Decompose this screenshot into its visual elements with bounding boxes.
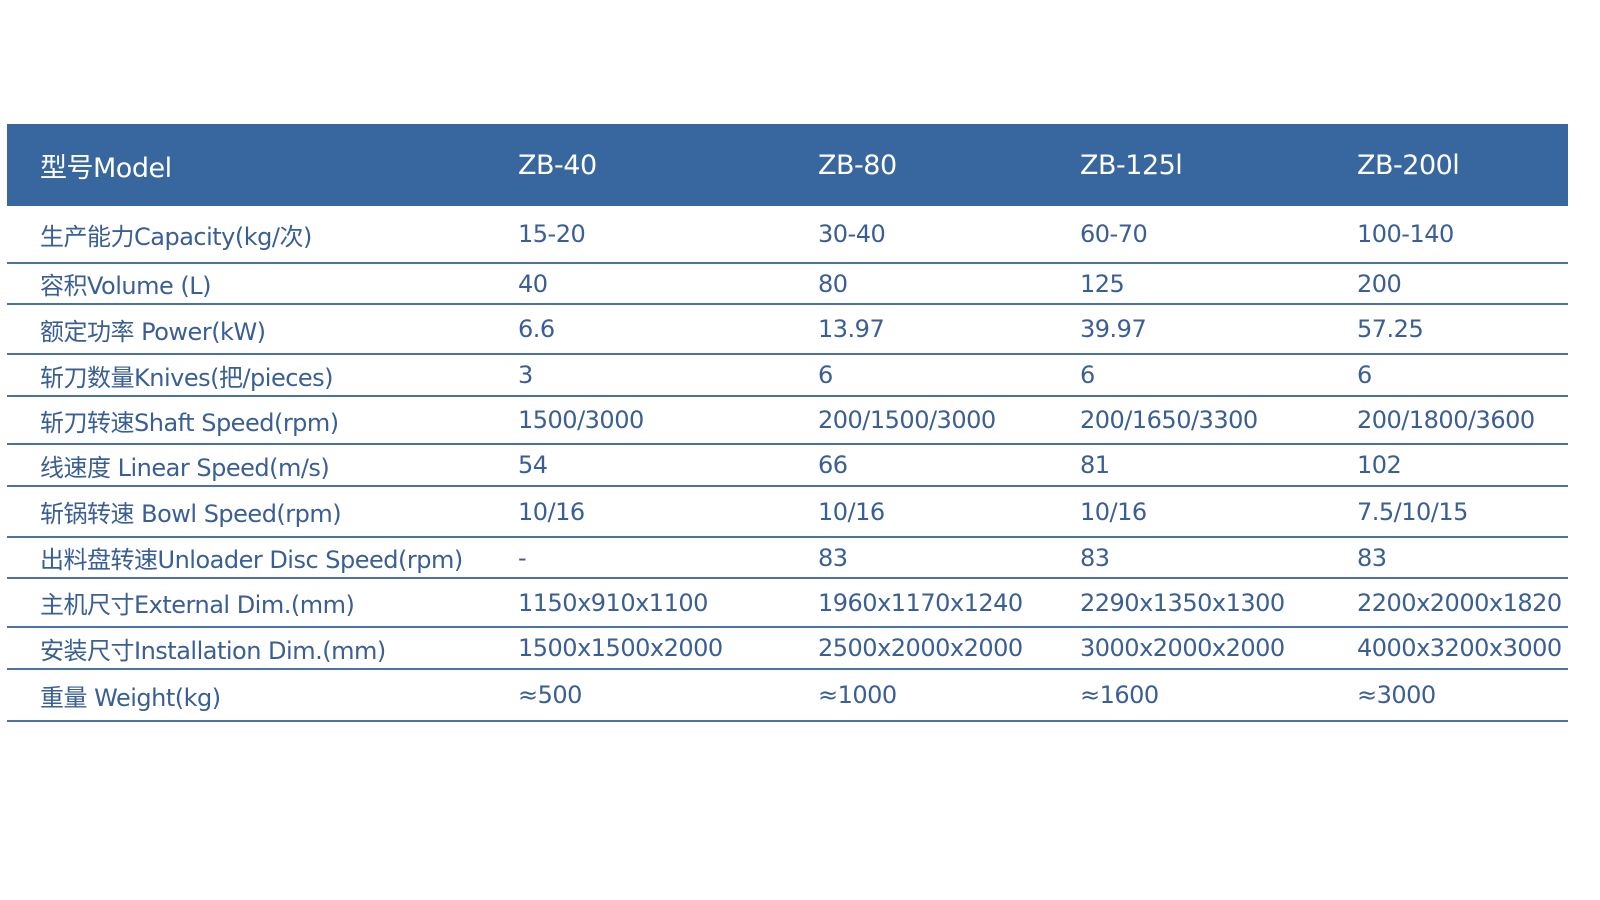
cell-value: 3: [518, 361, 533, 389]
cell-value: ≈1600: [1080, 681, 1159, 709]
cell-value: 13.97: [818, 315, 885, 343]
row-label: 额定功率 Power(kW): [40, 317, 266, 346]
row-label: 容积Volume (L): [40, 272, 212, 300]
table-row: 容积Volume (L) 40 80 125 200: [7, 264, 1568, 305]
table-row: 斩刀数量Knives(把/pieces) 3 6 6 6: [7, 355, 1568, 397]
cell-value: 125: [1080, 269, 1125, 298]
cell-value: 80: [818, 269, 848, 298]
table-row: 斩刀转速Shaft Speed(rpm) 1500/3000 200/1500/30…: [7, 397, 1568, 445]
row-label: 斩锅转速 Bowl Speed(rpm): [40, 500, 342, 528]
cell-value: 6: [818, 361, 833, 389]
header-zb-40: ZB-40: [518, 149, 597, 181]
table-header: 型号Model ZB-40 ZB-80 ZB-125l ZB-200l: [7, 124, 1568, 206]
cell-value: ≈3000: [1357, 681, 1436, 709]
row-label: 主机尺寸External Dim.(mm): [40, 591, 355, 619]
cell-value: 6: [1080, 361, 1095, 389]
cell-value: 66: [818, 451, 848, 479]
header-zb-80: ZB-80: [818, 149, 897, 181]
cell-value: 6.6: [518, 315, 555, 343]
table-row: 主机尺寸External Dim.(mm) 1150x910x1100 1960x1…: [7, 579, 1568, 628]
cell-value: -: [518, 543, 527, 572]
table-row: 重量 Weight(kg) ≈500 ≈1000 ≈1600 ≈3000: [7, 670, 1568, 722]
row-label: 斩刀数量Knives(把/pieces): [40, 363, 334, 392]
cell-value: 4000x3200x3000: [1357, 634, 1562, 662]
cell-value: 6: [1357, 361, 1372, 389]
cell-value: 83: [818, 543, 848, 572]
cell-value: 200/1800/3600: [1357, 406, 1535, 434]
cell-value: 100-140: [1357, 220, 1454, 248]
cell-value: 2500x2000x2000: [818, 634, 1023, 662]
cell-value: 1500/3000: [518, 406, 644, 434]
cell-value: 81: [1080, 451, 1110, 479]
row-label: 安装尺寸Installation Dim.(mm): [40, 636, 386, 665]
cell-value: 83: [1080, 543, 1110, 572]
table-body: 生产能力Capacity(kg/次) 15-20 30-40 60-70 100-140…: [7, 206, 1568, 722]
spec-table: 型号Model ZB-40 ZB-80 ZB-125l ZB-200l 生产能力…: [7, 124, 1568, 722]
cell-value: 15-20: [518, 220, 586, 248]
cell-value: 3000x2000x2000: [1080, 634, 1285, 662]
cell-value: 54: [518, 451, 548, 479]
header-model: 型号Model: [40, 152, 172, 184]
cell-value: 60-70: [1080, 220, 1148, 248]
header-zb-200l: ZB-200l: [1357, 149, 1460, 181]
row-label: 出料盘转速Unloader Disc Speed(rpm): [40, 546, 463, 574]
cell-value: ≈500: [518, 681, 582, 709]
cell-value: 1150x910x1100: [518, 588, 708, 617]
cell-value: 102: [1357, 451, 1402, 479]
cell-value: 1960x1170x1240: [818, 588, 1023, 617]
cell-value: 200/1500/3000: [818, 406, 996, 434]
cell-value: 57.25: [1357, 315, 1424, 343]
table-row: 出料盘转速Unloader Disc Speed(rpm) - 83 83 83: [7, 538, 1568, 579]
row-label: 生产能力Capacity(kg/次): [40, 222, 312, 251]
cell-value: 7.5/10/15: [1357, 497, 1468, 526]
cell-value: 83: [1357, 543, 1387, 572]
cell-value: 1500x1500x2000: [518, 634, 723, 662]
cell-value: 10/16: [818, 497, 885, 526]
cell-value: 200/1650/3300: [1080, 406, 1258, 434]
table-row: 斩锅转速 Bowl Speed(rpm) 10/16 10/16 10/16 7.5/1…: [7, 487, 1568, 538]
cell-value: 30-40: [818, 220, 886, 248]
cell-value: 2290x1350x1300: [1080, 588, 1285, 617]
table-row: 额定功率 Power(kW) 6.6 13.97 39.97 57.25: [7, 305, 1568, 355]
cell-value: 2200x2000x1820: [1357, 588, 1562, 617]
cell-value: 200: [1357, 269, 1402, 298]
row-label: 重量 Weight(kg): [40, 683, 221, 712]
cell-value: 10/16: [1080, 497, 1147, 526]
cell-value: 39.97: [1080, 315, 1147, 343]
table-row: 生产能力Capacity(kg/次) 15-20 30-40 60-70 100-140: [7, 206, 1568, 264]
row-label: 线速度 Linear Speed(m/s): [40, 453, 330, 482]
table-row: 线速度 Linear Speed(m/s) 54 66 81 102: [7, 445, 1568, 487]
cell-value: ≈1000: [818, 681, 897, 709]
cell-value: 40: [518, 269, 548, 298]
row-label: 斩刀转速Shaft Speed(rpm): [40, 408, 339, 437]
table-row: 安装尺寸Installation Dim.(mm) 1500x1500x2000 2…: [7, 628, 1568, 670]
header-zb-125l: ZB-125l: [1080, 149, 1183, 181]
cell-value: 10/16: [518, 497, 585, 526]
